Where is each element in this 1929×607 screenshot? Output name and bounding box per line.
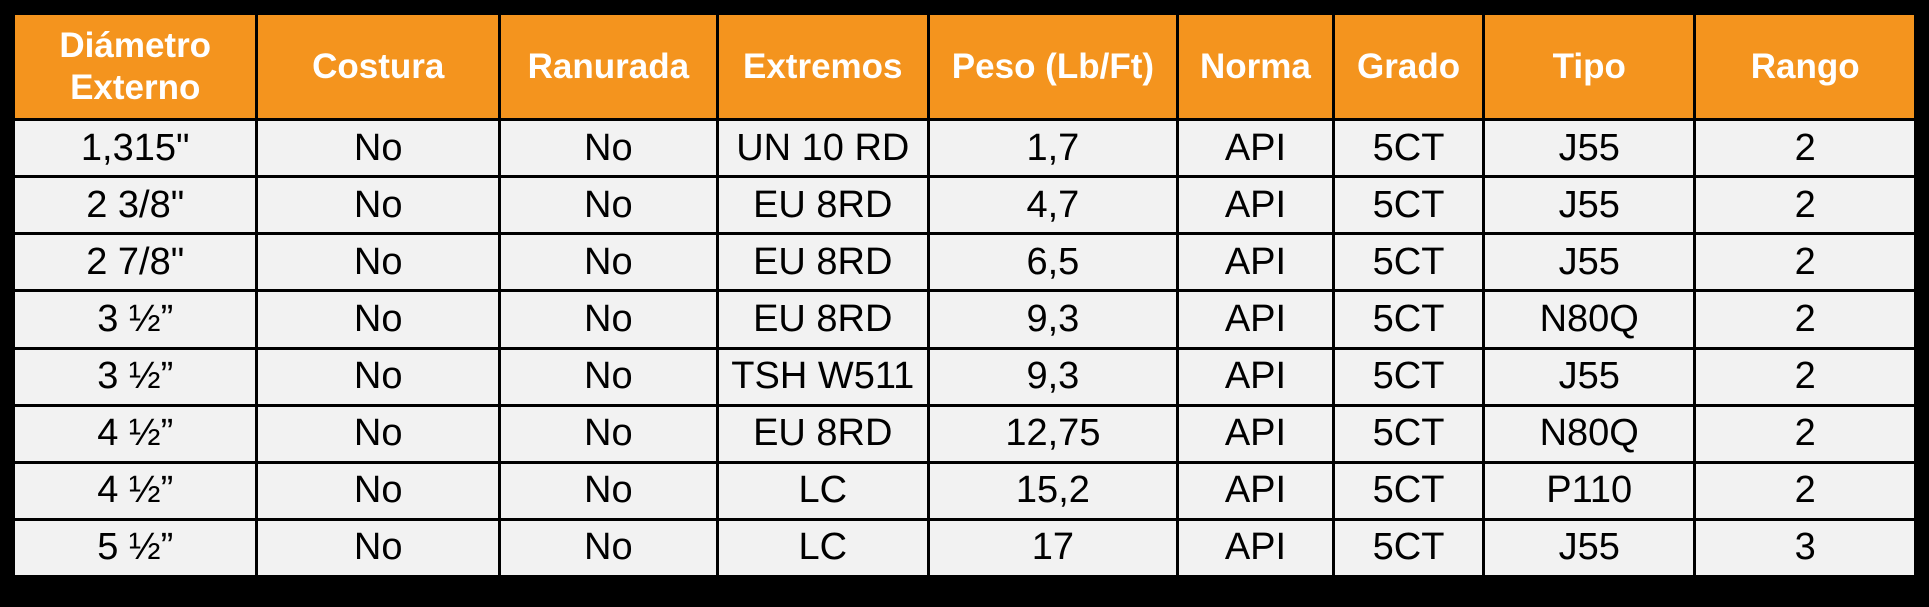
cell-ranurada: No xyxy=(497,117,719,179)
cell-tipo: J55 xyxy=(1482,232,1697,293)
cell-grado: 5CT xyxy=(1331,517,1486,579)
cell-rango: 2 xyxy=(1693,403,1917,464)
cell-diametro: 1,315" xyxy=(11,117,259,179)
cell-norma: API xyxy=(1175,232,1335,293)
cell-diametro: 2 3/8" xyxy=(11,175,259,236)
cell-norma: API xyxy=(1175,460,1335,521)
cell-diametro: 4 ½” xyxy=(11,403,259,464)
cell-norma: API xyxy=(1175,117,1335,179)
cell-costura: No xyxy=(255,403,501,464)
cell-extremos: UN 10 RD xyxy=(715,117,930,179)
cell-tipo: N80Q xyxy=(1482,289,1697,350)
cell-diametro: 3 ½” xyxy=(11,289,259,350)
cell-extremos: EU 8RD xyxy=(715,232,930,293)
cell-extremos: LC xyxy=(715,460,930,521)
cell-ranurada: No xyxy=(497,346,719,407)
cell-grado: 5CT xyxy=(1331,346,1486,407)
cell-rango: 2 xyxy=(1693,346,1917,407)
cell-tipo: J55 xyxy=(1482,117,1697,179)
cell-rango: 2 xyxy=(1693,117,1917,179)
cell-diametro: 2 7/8" xyxy=(11,232,259,293)
column-header-tipo: Tipo xyxy=(1482,12,1697,121)
pipe-spec-table: Diámetro Externo Costura Ranurada Extrem… xyxy=(11,12,1917,579)
cell-tipo: J55 xyxy=(1482,517,1697,579)
cell-extremos: LC xyxy=(715,517,930,579)
cell-ranurada: No xyxy=(497,289,719,350)
column-header-costura: Costura xyxy=(255,12,501,121)
cell-tipo: J55 xyxy=(1482,175,1697,236)
table-row: 2 3/8" No No EU 8RD 4,7 API 5CT J55 2 xyxy=(11,175,1917,236)
column-header-extremos: Extremos xyxy=(715,12,930,121)
cell-rango: 2 xyxy=(1693,460,1917,521)
cell-costura: No xyxy=(255,117,501,179)
cell-costura: No xyxy=(255,232,501,293)
column-header-diametro-externo: Diámetro Externo xyxy=(11,12,259,121)
cell-norma: API xyxy=(1175,289,1335,350)
cell-extremos: TSH W511 xyxy=(715,346,930,407)
table-row: 3 ½” No No TSH W511 9,3 API 5CT J55 2 xyxy=(11,346,1917,407)
cell-norma: API xyxy=(1175,175,1335,236)
cell-norma: API xyxy=(1175,403,1335,464)
table-row: 5 ½” No No LC 17 API 5CT J55 3 xyxy=(11,517,1917,579)
cell-costura: No xyxy=(255,175,501,236)
column-header-grado: Grado xyxy=(1331,12,1486,121)
column-header-ranurada: Ranurada xyxy=(497,12,719,121)
cell-peso: 6,5 xyxy=(926,232,1179,293)
column-header-norma: Norma xyxy=(1175,12,1335,121)
cell-peso: 12,75 xyxy=(926,403,1179,464)
cell-diametro: 4 ½” xyxy=(11,460,259,521)
cell-extremos: EU 8RD xyxy=(715,403,930,464)
cell-grado: 5CT xyxy=(1331,117,1486,179)
table-row: 4 ½” No No EU 8RD 12,75 API 5CT N80Q 2 xyxy=(11,403,1917,464)
cell-costura: No xyxy=(255,460,501,521)
cell-extremos: EU 8RD xyxy=(715,175,930,236)
cell-peso: 17 xyxy=(926,517,1179,579)
cell-diametro: 5 ½” xyxy=(11,517,259,579)
cell-extremos: EU 8RD xyxy=(715,289,930,350)
table-row: 1,315" No No UN 10 RD 1,7 API 5CT J55 2 xyxy=(11,117,1917,179)
cell-tipo: N80Q xyxy=(1482,403,1697,464)
cell-ranurada: No xyxy=(497,232,719,293)
cell-grado: 5CT xyxy=(1331,403,1486,464)
column-header-rango: Rango xyxy=(1693,12,1917,121)
cell-rango: 3 xyxy=(1693,517,1917,579)
cell-costura: No xyxy=(255,289,501,350)
cell-grado: 5CT xyxy=(1331,460,1486,521)
cell-peso: 9,3 xyxy=(926,346,1179,407)
cell-rango: 2 xyxy=(1693,175,1917,236)
cell-ranurada: No xyxy=(497,175,719,236)
table-header: Diámetro Externo Costura Ranurada Extrem… xyxy=(11,12,1917,121)
table-row: 4 ½” No No LC 15,2 API 5CT P110 2 xyxy=(11,460,1917,521)
column-header-peso: Peso (Lb/Ft) xyxy=(926,12,1179,121)
cell-peso: 15,2 xyxy=(926,460,1179,521)
cell-ranurada: No xyxy=(497,460,719,521)
cell-ranurada: No xyxy=(497,517,719,579)
cell-ranurada: No xyxy=(497,403,719,464)
table-row: 3 ½” No No EU 8RD 9,3 API 5CT N80Q 2 xyxy=(11,289,1917,350)
cell-norma: API xyxy=(1175,517,1335,579)
cell-peso: 4,7 xyxy=(926,175,1179,236)
cell-grado: 5CT xyxy=(1331,232,1486,293)
cell-tipo: J55 xyxy=(1482,346,1697,407)
cell-grado: 5CT xyxy=(1331,289,1486,350)
table-body: 1,315" No No UN 10 RD 1,7 API 5CT J55 2 … xyxy=(11,117,1917,579)
cell-peso: 9,3 xyxy=(926,289,1179,350)
cell-rango: 2 xyxy=(1693,289,1917,350)
cell-costura: No xyxy=(255,346,501,407)
header-row: Diámetro Externo Costura Ranurada Extrem… xyxy=(11,12,1917,121)
cell-norma: API xyxy=(1175,346,1335,407)
table-row: 2 7/8" No No EU 8RD 6,5 API 5CT J55 2 xyxy=(11,232,1917,293)
cell-rango: 2 xyxy=(1693,232,1917,293)
cell-peso: 1,7 xyxy=(926,117,1179,179)
cell-grado: 5CT xyxy=(1331,175,1486,236)
cell-tipo: P110 xyxy=(1482,460,1697,521)
cell-diametro: 3 ½” xyxy=(11,346,259,407)
cell-costura: No xyxy=(255,517,501,579)
